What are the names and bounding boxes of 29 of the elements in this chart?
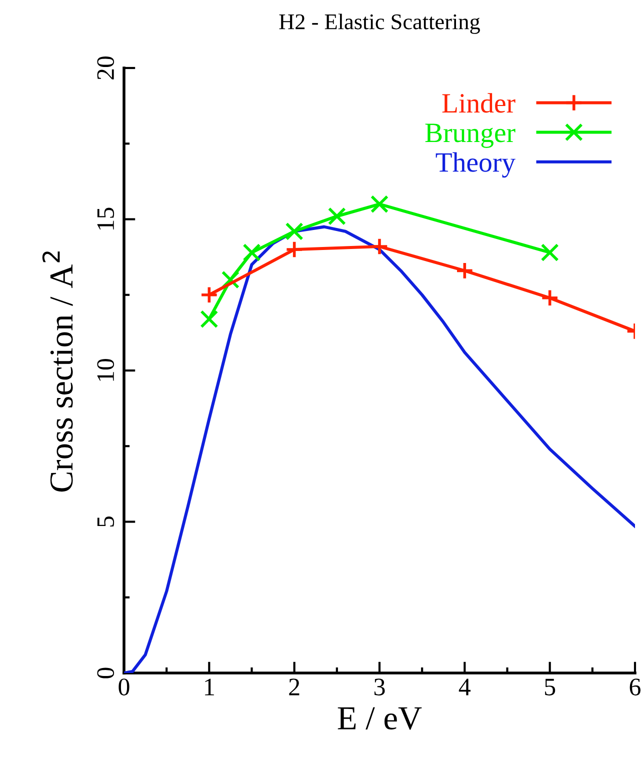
x-tick-label: 6 — [630, 678, 641, 696]
point — [456, 262, 474, 280]
point — [328, 207, 346, 226]
x-axis-title: E / eV — [338, 707, 422, 730]
x-tick-label: 1 — [205, 678, 214, 696]
point — [242, 243, 261, 262]
point — [370, 195, 389, 214]
x-tick-label: 4 — [458, 678, 471, 696]
legend-label: Brunger — [425, 124, 516, 148]
legend-label: Theory — [436, 152, 516, 178]
legend-label: Linder — [442, 93, 516, 113]
point — [540, 243, 559, 262]
point — [370, 237, 389, 256]
x-tick-label: 5 — [545, 678, 556, 696]
point — [200, 286, 218, 304]
x-tick-label: 0 — [118, 678, 130, 696]
y-tick-label: 15 — [97, 208, 114, 230]
chart-title: H2 - Elastic Scattering — [279, 14, 480, 34]
y-tick-label: 10 — [97, 358, 114, 381]
point — [540, 288, 559, 307]
y-tick-label: 5 — [97, 516, 114, 527]
point — [200, 310, 218, 328]
x-tick-label: 3 — [374, 678, 385, 696]
point — [285, 222, 304, 240]
y-axis-title: Cross section / A$^{2}$ — [42, 251, 73, 492]
x-tick-label: 2 — [289, 678, 300, 696]
y-tick-label: 20 — [97, 56, 114, 80]
y-tick-label: 0 — [97, 668, 114, 678]
point — [285, 240, 304, 259]
